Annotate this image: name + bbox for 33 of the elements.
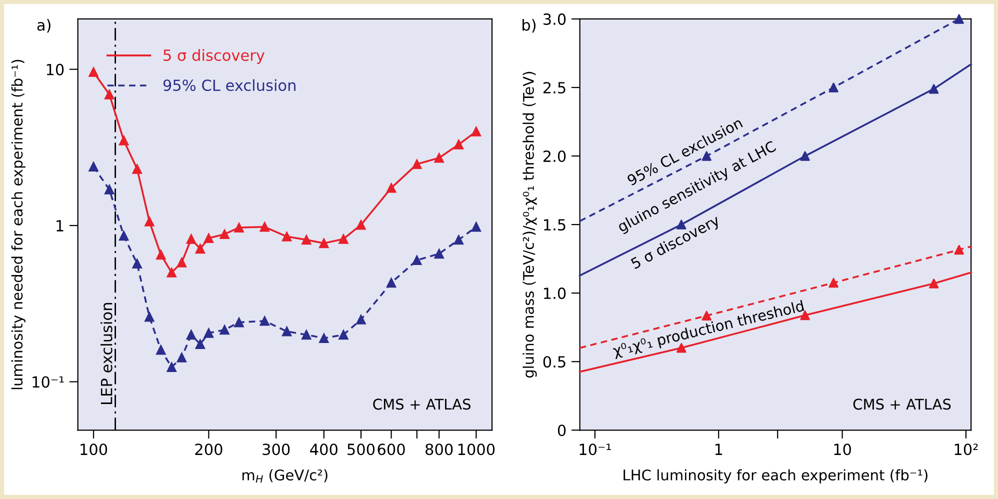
y-tick-label: 0.5 <box>543 356 566 368</box>
y-tick-label: 10 <box>46 64 64 76</box>
y-tick-label: 1.5 <box>544 219 566 231</box>
y-axis-title: luminosity needed for each experiment (fb⁻¹) <box>11 60 26 390</box>
x-tick-label: 500 <box>348 444 375 456</box>
x-tick-label: 600 <box>378 444 405 456</box>
x-tick-label: 800 <box>426 444 453 456</box>
y-axis-title: gluino mass (TeV/c²)/χ⁰₁χ⁰₁ threshold (TeV) <box>522 72 537 378</box>
x-tick-label: 10⁻¹ <box>580 444 611 456</box>
x-tick-label: 10 <box>834 444 851 456</box>
annotation: CMS + ATLAS <box>373 398 470 410</box>
y-tick-label: 1.0 <box>544 288 566 300</box>
y-tick-label: 0 <box>558 424 566 436</box>
ref-line-label: LEP exclusion <box>100 303 112 404</box>
chart-title: a) <box>37 18 50 33</box>
y-tick-label: 1 <box>56 220 64 232</box>
x-tick-label: 100 <box>80 444 108 456</box>
y-tick-label: 2.5 <box>543 82 566 94</box>
x-tick-label: 300 <box>262 444 290 456</box>
x-tick-label: 1000 <box>458 444 495 456</box>
x-axis-title: m$_{H}$ (GeV/c²) <box>242 469 328 483</box>
annotation: CMS + ATLAS <box>853 398 951 410</box>
y-tick-label: 3.0 <box>544 13 566 25</box>
chart-title: b) <box>522 18 536 33</box>
x-tick-label: 1 <box>715 444 722 455</box>
legend-label: 95% CL exclusion <box>163 79 296 92</box>
x-axis-title: LHC luminosity for each experiment (fb⁻¹) <box>624 469 928 484</box>
x-tick-label: 400 <box>310 444 338 456</box>
y-tick-label: 2.0 <box>543 150 566 162</box>
x-tick-label: 10² <box>954 444 978 456</box>
y-tick-label: 10⁻¹ <box>32 376 64 388</box>
x-tick-label: 200 <box>195 444 222 456</box>
legend-label: 5 σ discovery <box>164 49 265 64</box>
